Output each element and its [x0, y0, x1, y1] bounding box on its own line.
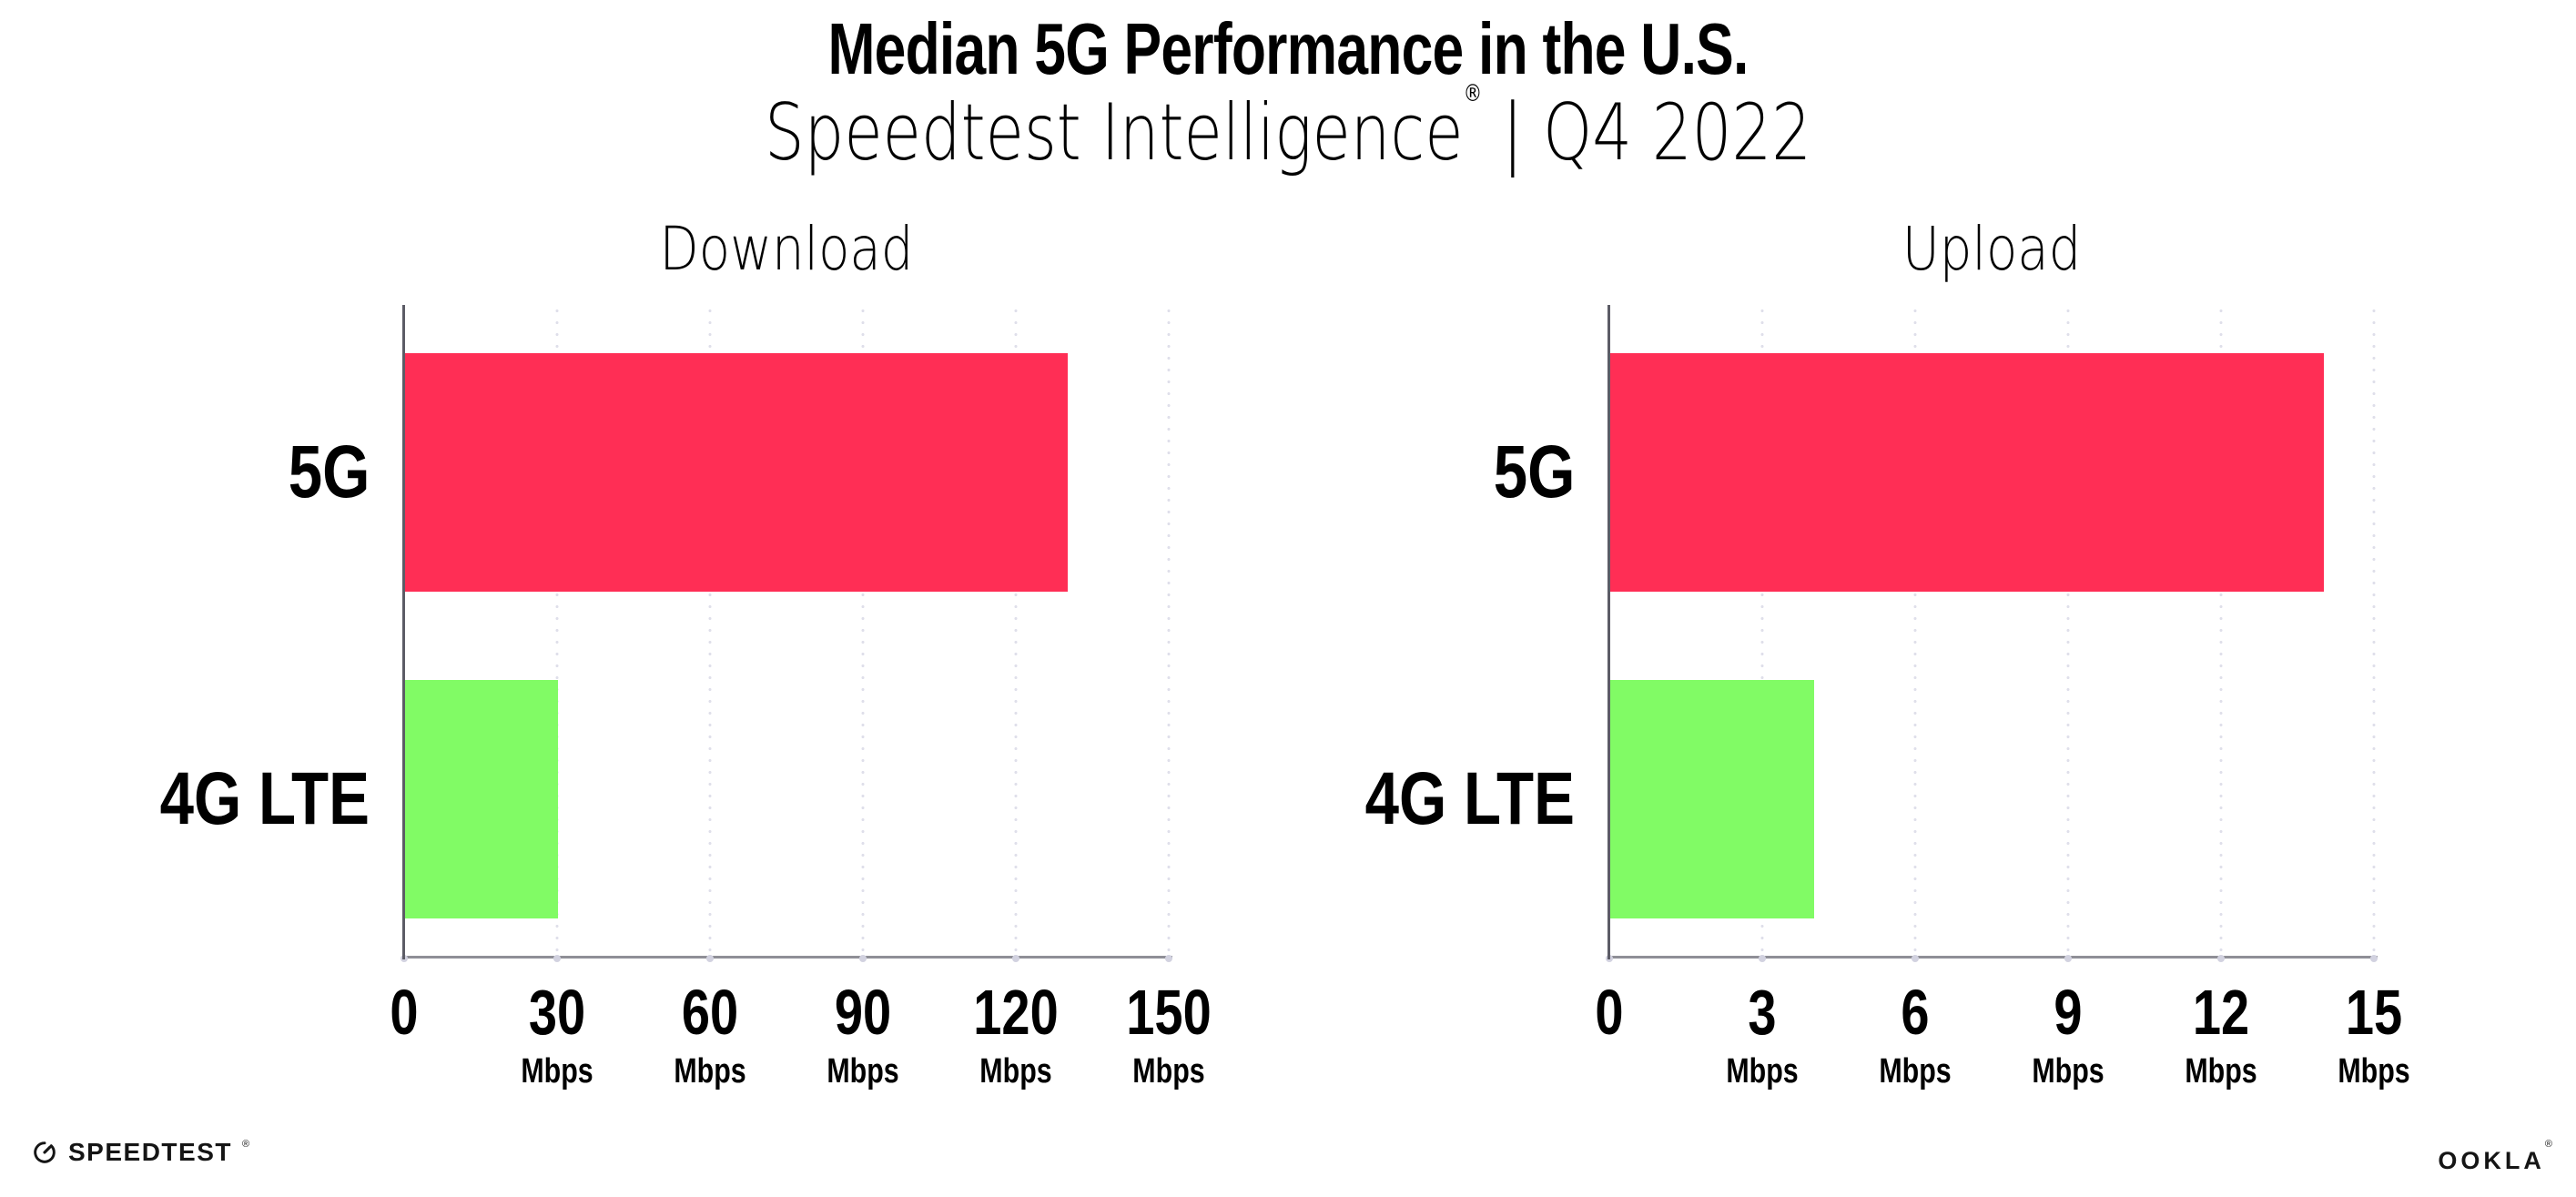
x-tick-value: 0 — [390, 977, 419, 1048]
subtitle-period: | Q4 2022 — [1482, 87, 1812, 178]
x-tick-value: 60 — [681, 977, 739, 1048]
x-tick-unit: Mbps — [1726, 1052, 1799, 1090]
gridline — [2372, 305, 2376, 958]
x-tick-label: 90 Mbps — [827, 980, 898, 1090]
ookla-wordmark: OOKLA — [2438, 1147, 2545, 1174]
x-tick-label: 150 Mbps — [1126, 980, 1211, 1090]
x-tick-value: 6 — [1901, 977, 1930, 1048]
category-label-4g-lte: 4G LTE — [159, 757, 370, 840]
category-label-4g-lte: 4G LTE — [1364, 757, 1575, 840]
speedtest-logo: SPEEDTEST ® — [31, 1138, 249, 1167]
x-tick-value: 90 — [834, 977, 892, 1048]
x-tick-unit: Mbps — [521, 1052, 593, 1090]
x-tick-value: 30 — [528, 977, 586, 1048]
category-label-5g: 5G — [1493, 431, 1575, 513]
gridline — [708, 305, 712, 958]
x-tick-value: 15 — [2345, 977, 2403, 1048]
y-axis-line — [1607, 305, 1610, 959]
x-tick-value: 0 — [1595, 977, 1624, 1048]
x-tick-label: 0 — [390, 980, 418, 1044]
speedtest-gauge-icon — [31, 1139, 58, 1166]
gridline — [1760, 305, 1764, 958]
x-axis-ticks: 0 3 Mbps 6 Mbps 9 Mbps 12 Mbps 15 Mbps — [1595, 980, 2409, 1126]
ookla-registered-mark: ® — [2544, 1139, 2552, 1150]
x-tick-unit: Mbps — [2032, 1052, 2104, 1090]
axis-tick-dot — [2064, 955, 2072, 962]
gridline — [1913, 305, 1917, 958]
axis-tick-dot — [2217, 955, 2225, 962]
x-tick-label: 120 Mbps — [973, 980, 1058, 1090]
x-tick-unit: Mbps — [2338, 1052, 2410, 1090]
page-subtitle: Speedtest Intelligence® | Q4 2022 — [258, 80, 2318, 178]
x-tick-value: 9 — [2054, 977, 2083, 1048]
x-tick-value: 12 — [2192, 977, 2250, 1048]
gridline — [2066, 305, 2070, 958]
upload-chart: Upload 0 3 Mbps 6 Mbps 9 Mbps 12 Mbps 15 Mbps 5G 4G… — [1365, 214, 2410, 1090]
x-tick-value: 150 — [1126, 977, 1212, 1048]
axis-tick-dot — [1759, 955, 1766, 962]
x-tick-unit: Mbps — [674, 1052, 746, 1090]
x-axis-line — [402, 956, 1172, 959]
y-axis-line — [402, 305, 405, 959]
download-chart: Download 0 30 Mbps 60 Mbps 90 Mbps 120 Mbps 150 Mb… — [160, 214, 1212, 1090]
x-tick-label: 60 Mbps — [674, 980, 745, 1090]
x-tick-unit: Mbps — [1132, 1052, 1205, 1090]
x-tick-label: 30 Mbps — [521, 980, 593, 1090]
axis-tick-dot — [1165, 955, 1172, 962]
bar-4g-lte — [405, 680, 558, 918]
plot-area — [401, 305, 1172, 962]
gridline — [861, 305, 865, 958]
x-tick-label: 6 Mbps — [1879, 980, 1951, 1090]
speedtest-wordmark: SPEEDTEST — [68, 1138, 232, 1166]
bar-5g — [405, 353, 1068, 592]
axis-tick-dot — [2370, 955, 2378, 962]
axis-tick-dot — [706, 955, 714, 962]
axis-tick-dot — [1912, 955, 1919, 962]
x-tick-unit: Mbps — [1879, 1052, 1952, 1090]
plot-area — [1606, 305, 2378, 962]
speedtest-registered-mark: ® — [241, 1139, 250, 1150]
x-tick-label: 3 Mbps — [1726, 980, 1798, 1090]
axis-tick-dot — [859, 955, 867, 962]
registered-mark: ® — [1463, 79, 1483, 107]
x-tick-unit: Mbps — [979, 1052, 1052, 1090]
gridline — [555, 305, 559, 958]
category-label-5g: 5G — [288, 431, 370, 513]
x-tick-unit: Mbps — [2185, 1052, 2257, 1090]
axis-tick-dot — [553, 955, 561, 962]
gridline — [1014, 305, 1018, 958]
x-tick-value: 120 — [973, 977, 1059, 1048]
ookla-logo: OOKLA ® — [2438, 1139, 2552, 1175]
x-axis-line — [1607, 956, 2378, 959]
x-tick-label: 12 Mbps — [2185, 980, 2257, 1090]
x-tick-label: 15 Mbps — [2338, 980, 2409, 1090]
gridline — [2219, 305, 2223, 958]
bar-4g-lte — [1610, 680, 1814, 918]
gridline — [1167, 305, 1171, 958]
bar-5g — [1610, 353, 2324, 592]
x-tick-value: 3 — [1748, 977, 1777, 1048]
x-tick-label: 9 Mbps — [2032, 980, 2104, 1090]
page-title: Median 5G Performance in the U.S. — [827, 8, 1749, 89]
x-axis-ticks: 0 30 Mbps 60 Mbps 90 Mbps 120 Mbps 150 Mbps — [390, 980, 1211, 1126]
chart-title-download: Download — [659, 214, 914, 284]
axis-tick-dot — [1012, 955, 1019, 962]
subtitle-brand: Speedtest Intelligence — [764, 87, 1464, 178]
x-tick-unit: Mbps — [827, 1052, 899, 1090]
chart-title-upload: Upload — [1902, 214, 2082, 284]
x-tick-label: 0 — [1595, 980, 1623, 1044]
